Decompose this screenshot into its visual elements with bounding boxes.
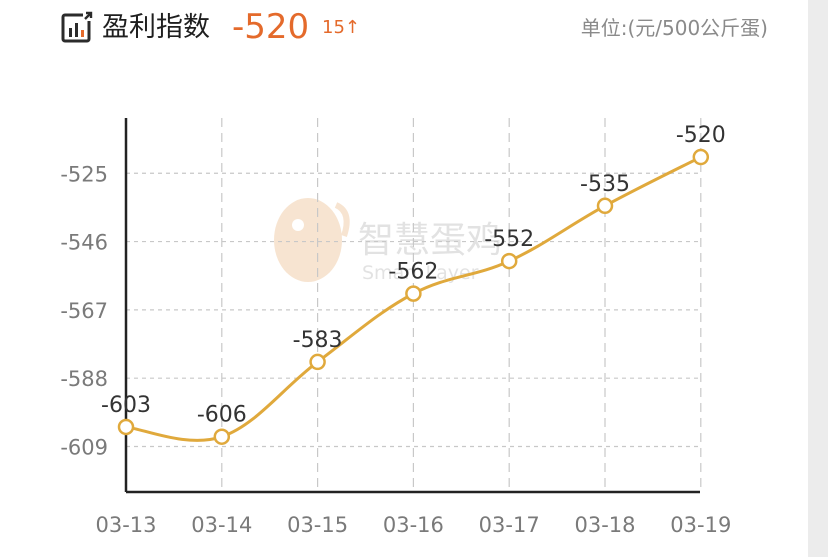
data-point-4	[500, 252, 518, 270]
y-tick-label-3: -588	[60, 367, 108, 391]
current-index-value: -520	[232, 7, 310, 47]
data-points	[117, 148, 710, 445]
data-point-1	[213, 428, 231, 445]
chart-header: 盈利指数 -520 15↑ 单位:(元/500公斤蛋)	[0, 0, 808, 60]
watermark-text-cn: 智慧蛋鸡	[358, 220, 502, 261]
data-label-4: -552	[484, 227, 534, 252]
line-chart: 智慧蛋鸡 Smart Layer -525 -546 -567 -588 -609 03…	[60, 118, 731, 537]
data-point-5	[596, 197, 614, 215]
data-point-2	[309, 353, 326, 371]
bar-chart-icon	[61, 11, 93, 43]
y-tick-label-2: -567	[60, 299, 108, 323]
x-tick-label-4: 03-17	[479, 513, 540, 537]
grid-lines	[126, 118, 702, 492]
x-tick-label-5: 03-18	[574, 513, 635, 537]
y-tick-label-4: -609	[60, 435, 108, 459]
page-title: 盈利指数	[102, 12, 210, 43]
data-labels: -603 -606 -583 -562 -552 -535 -520	[101, 123, 726, 428]
unit-label: 单位:(元/500公斤蛋)	[580, 16, 768, 40]
data-point-3	[405, 285, 422, 302]
x-tick-label-2: 03-15	[287, 513, 348, 537]
y-tick-label-1: -546	[60, 231, 108, 255]
x-tick-label-1: 03-14	[191, 513, 252, 537]
data-label-2: -583	[293, 328, 343, 353]
data-label-5: -535	[580, 172, 630, 197]
data-point-0	[117, 418, 135, 436]
x-tick-label-6: 03-19	[670, 513, 731, 537]
watermark-logo: 智慧蛋鸡 Smart Layer	[274, 198, 502, 284]
y-tick-label-0: -525	[60, 162, 108, 186]
data-label-0: -603	[101, 393, 151, 418]
y-axis-ticks: -525 -546 -567 -588 -609	[60, 162, 108, 459]
x-axis-ticks: 03-13 03-14 03-15 03-16 03-17 03-18 03-19	[95, 513, 731, 537]
chart-card: 盈利指数 -520 15↑ 单位:(元/500公斤蛋) 智慧蛋鸡 Smart L…	[0, 0, 808, 557]
change-badge: 15↑	[322, 17, 360, 38]
x-tick-label-0: 03-13	[95, 513, 156, 537]
data-label-6: -520	[676, 123, 726, 148]
data-label-1: -606	[197, 403, 247, 428]
x-tick-label-3: 03-16	[383, 513, 444, 537]
data-label-3: -562	[388, 260, 438, 285]
data-point-6	[692, 148, 710, 166]
